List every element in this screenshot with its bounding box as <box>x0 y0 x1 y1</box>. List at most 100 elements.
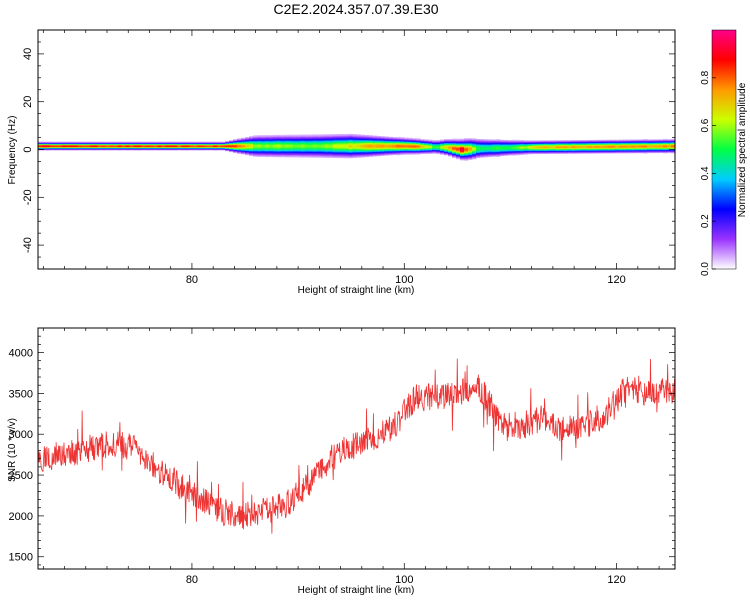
spectrogram-cell <box>336 135 342 137</box>
spectrogram-cell <box>384 136 389 138</box>
spectrogram-cell <box>264 135 270 137</box>
spectrogram-cell <box>348 152 354 154</box>
spectrogram-cell <box>503 143 509 145</box>
spectrogram-cell <box>252 144 258 146</box>
spectrogram-cell <box>487 155 493 157</box>
spectrogram-cell <box>519 154 525 155</box>
spectrogram-cell <box>304 154 310 157</box>
spectrogram-cell <box>328 144 334 146</box>
spectrogram-cell <box>320 137 326 139</box>
spectrogram-cell <box>336 148 342 150</box>
spectrogram-cell <box>304 143 310 145</box>
spectrogram-cell <box>587 148 592 149</box>
spectrogram-cell <box>356 143 362 145</box>
spectrogram-cell <box>320 154 326 156</box>
spectrogram-cell <box>436 141 441 143</box>
spectrogram-cell <box>619 139 624 141</box>
spectrogram-cell <box>527 153 533 155</box>
spectrogram-cell <box>101 141 107 143</box>
spectrogram-cell <box>631 142 636 144</box>
spectrogram-cell <box>388 154 393 156</box>
spectrogram-cell <box>344 139 350 142</box>
spectrogram-cell <box>487 140 493 142</box>
spectrogram-cell <box>639 140 644 142</box>
spectrogram-cell <box>531 140 537 142</box>
spectrogram-cell <box>575 144 581 146</box>
spectrogram-cell <box>237 140 242 142</box>
spectrogram-cell <box>563 142 569 144</box>
spectrogram-cell <box>511 144 517 146</box>
spectrogram-cell <box>348 155 354 157</box>
spectrogram-cell <box>575 150 581 151</box>
spectrogram-cell <box>452 150 457 152</box>
spectrogram-cell <box>436 152 441 154</box>
spectrogram-cell <box>233 148 238 150</box>
spectrogram-cell <box>567 140 573 142</box>
spectrogram-cell <box>436 148 441 150</box>
spectrogram-cell <box>73 141 79 143</box>
spectrogram-cell <box>320 139 326 141</box>
spectrogram-cell <box>376 135 381 137</box>
spectrogram-cell <box>611 147 616 149</box>
spectrogram-cell <box>535 143 541 145</box>
spectrogram-cell <box>404 139 409 141</box>
spectrogram-cell <box>471 156 477 158</box>
spectrogram-cell <box>340 141 346 143</box>
x-tick-label: 100 <box>395 574 413 586</box>
spectrogram-cell <box>440 148 445 149</box>
spectrogram-cell <box>296 147 302 149</box>
spectrogram-cell <box>475 151 481 153</box>
spectrogram-cell <box>348 157 354 159</box>
spectrogram-cell <box>595 139 600 141</box>
spectrogram-cell <box>296 151 302 153</box>
spectrogram-cell <box>404 138 409 139</box>
spectrogram-cell <box>448 153 453 155</box>
spectrogram-cell <box>627 149 632 150</box>
spectrogram-cell <box>249 153 254 155</box>
spectrogram-cell <box>256 138 262 140</box>
spectrogram-cell <box>623 144 628 146</box>
spectrogram-cell <box>392 147 397 149</box>
spectrogram-cell <box>615 143 620 145</box>
spectrogram-cell <box>424 141 429 143</box>
colorbar-tick-label: 0.6 <box>700 118 711 132</box>
spectrogram-cell <box>233 149 238 150</box>
spectrogram-cell <box>276 147 282 149</box>
spectrogram-cell <box>428 144 433 146</box>
spectrogram-cell <box>424 149 429 150</box>
spectrogram-cell <box>412 151 417 152</box>
spectrogram-cell <box>663 151 668 153</box>
spectrogram-cell <box>440 142 445 144</box>
spectrogram-cell <box>663 145 668 147</box>
spectrogram-cell <box>531 152 537 154</box>
spectrogram-cell <box>400 148 405 150</box>
spectrogram-cell <box>276 149 282 151</box>
spectrogram-cell <box>197 141 202 143</box>
spectrogram-cell <box>491 147 497 149</box>
spectrogram-cell <box>531 143 537 145</box>
spectrogram-cell <box>440 141 445 142</box>
spectrogram-cell <box>392 153 397 155</box>
spectrogram-cell <box>547 140 553 142</box>
spectrogram-cell <box>296 153 302 155</box>
spectrogram-cell <box>372 152 377 154</box>
snr-xlabel: Height of straight line (km) <box>298 585 415 596</box>
spectrogram-cell <box>567 150 573 151</box>
spectrogram-cell <box>519 149 525 151</box>
spectrogram-cell <box>543 146 549 148</box>
spectrogram-cell <box>241 140 246 142</box>
spectrogram-cell <box>595 152 600 154</box>
spectrogram-cell <box>495 151 501 153</box>
spectrogram-cell <box>448 151 453 153</box>
spectrogram-cell <box>440 143 445 145</box>
colorbar-label: Normalized spectral amplitude <box>737 82 748 217</box>
spectrogram-cell <box>356 156 362 158</box>
spectrogram-cell <box>627 145 632 147</box>
spectrogram-cell <box>229 146 234 148</box>
spectrogram-cell <box>591 146 596 148</box>
spectrogram-cell <box>284 137 290 139</box>
spectrogram-cell <box>551 146 557 148</box>
spectrogram-cell <box>603 141 608 143</box>
spectrogram-cell <box>611 140 616 142</box>
spectrogram-cell <box>559 143 565 145</box>
